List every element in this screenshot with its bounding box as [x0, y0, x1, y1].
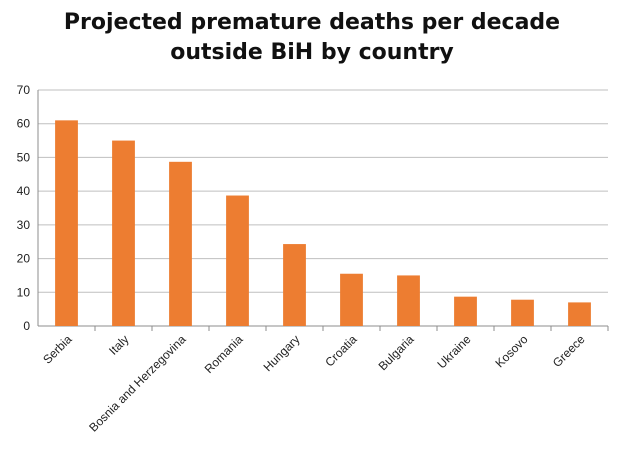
y-tick-label-60: 60 [17, 117, 31, 131]
bar-croatia [340, 273, 363, 326]
x-tick-label-serbia: Serbia [40, 332, 75, 367]
bar-greece [568, 302, 591, 326]
bar-kosovo [511, 299, 534, 326]
x-tick-label-hungary: Hungary [261, 332, 303, 374]
y-tick-label-20: 20 [17, 252, 31, 266]
y-tick-label-10: 10 [17, 285, 31, 299]
chart-title-line-1: Projected premature deaths per decade [63, 10, 561, 35]
chart-title: Projected premature deaths per decade ou… [0, 8, 624, 68]
bars [55, 120, 591, 326]
bar-romania [226, 195, 249, 326]
y-tick-label-50: 50 [17, 150, 31, 164]
y-tick-labels: 0 10 20 30 40 50 60 70 [17, 83, 31, 333]
y-tick-label-40: 40 [17, 184, 31, 198]
x-tick-label-bosnia-and-herzegovina: Bosnia and Herzegovina [86, 332, 189, 435]
bar-bulgaria [397, 275, 420, 326]
y-tick-label-70: 70 [17, 83, 31, 97]
bar-hungary [283, 244, 306, 326]
chart-title-line-2: outside BiH by country [170, 40, 454, 65]
bar-italy [112, 140, 135, 326]
x-tick-label-ukraine: Ukraine [434, 332, 473, 371]
bar-serbia [55, 120, 78, 326]
x-tick-label-italy: Italy [106, 332, 131, 357]
x-tick-label-kosovo: Kosovo [492, 332, 530, 370]
x-tick-label-romania: Romania [202, 332, 246, 376]
y-tick-label-0: 0 [23, 319, 30, 333]
x-tick-label-croatia: Croatia [322, 332, 359, 369]
bar-ukraine [454, 296, 477, 326]
x-tick-label-greece: Greece [550, 332, 588, 370]
bar-bosnia-and-herzegovina [169, 161, 192, 326]
x-tick-label-bulgaria: Bulgaria [376, 332, 417, 373]
y-tick-label-30: 30 [17, 218, 31, 232]
